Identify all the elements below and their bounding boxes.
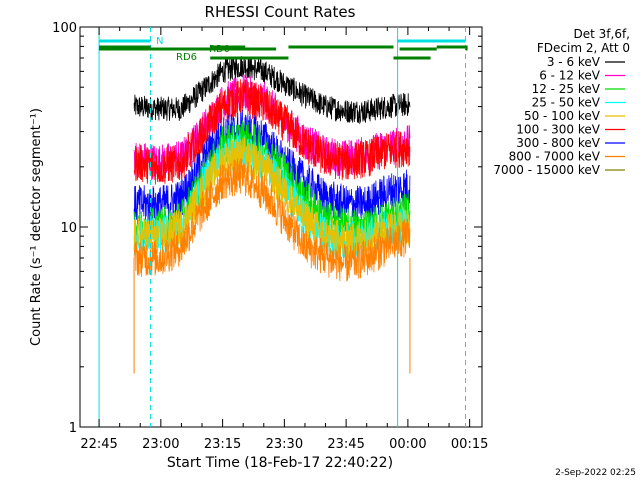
legend-label: 6 - 12 keV — [539, 69, 601, 83]
x-tick-label: 23:30 — [266, 437, 303, 452]
series-line — [133, 136, 411, 259]
y-tick-label: 1 — [69, 421, 77, 436]
legend-label: 100 - 300 keV — [516, 123, 600, 137]
legend-label: 3 - 6 keV — [547, 55, 601, 69]
x-tick-label: 23:45 — [327, 437, 364, 452]
legend-label: 25 - 50 keV — [532, 96, 601, 110]
overlay-layer — [98, 27, 468, 427]
legend-label: 50 - 100 keV — [524, 109, 601, 123]
y-tick-label: 10 — [60, 221, 77, 236]
series-line — [133, 79, 411, 185]
x-axis-label: Start Time (18-Feb-17 22:40:22) — [167, 455, 393, 471]
annotation-n: N — [156, 36, 163, 47]
annotation-rd0: RD0 — [209, 44, 230, 55]
series-line — [133, 158, 411, 282]
annotation-rd6: RD6 — [176, 52, 197, 63]
x-tick-label: 22:45 — [80, 437, 117, 452]
legend-label: 12 - 25 keV — [532, 82, 601, 96]
y-axis-label: Count Rate (s⁻¹ detector segment⁻¹) — [29, 108, 44, 346]
x-tick-label: 00:00 — [389, 437, 426, 452]
x-tick-label: 23:00 — [142, 437, 179, 452]
timestamp: 2-Sep-2022 02:25 — [555, 468, 636, 478]
series-line — [133, 56, 411, 125]
axis-layer: 22:45 23:00 23:15 23:30 23:45 00:00 00:15 1 10 10… — [52, 21, 488, 452]
series-layer — [133, 56, 411, 374]
legend-header-2: FDecim 2, Att 0 — [537, 41, 630, 55]
series-line — [133, 109, 411, 223]
y-tick-label: 100 — [52, 21, 77, 36]
x-tick-label: 00:15 — [451, 437, 488, 452]
x-tick-label: 23:15 — [204, 437, 241, 452]
legend-header-1: Det 3f,6f, — [574, 27, 631, 41]
legend-label: 7000 - 15000 keV — [493, 163, 600, 177]
legend-label: 800 - 7000 keV — [509, 150, 601, 164]
legend-label: 300 - 800 keV — [516, 136, 600, 150]
chart-title: RHESSI Count Rates — [205, 3, 356, 21]
